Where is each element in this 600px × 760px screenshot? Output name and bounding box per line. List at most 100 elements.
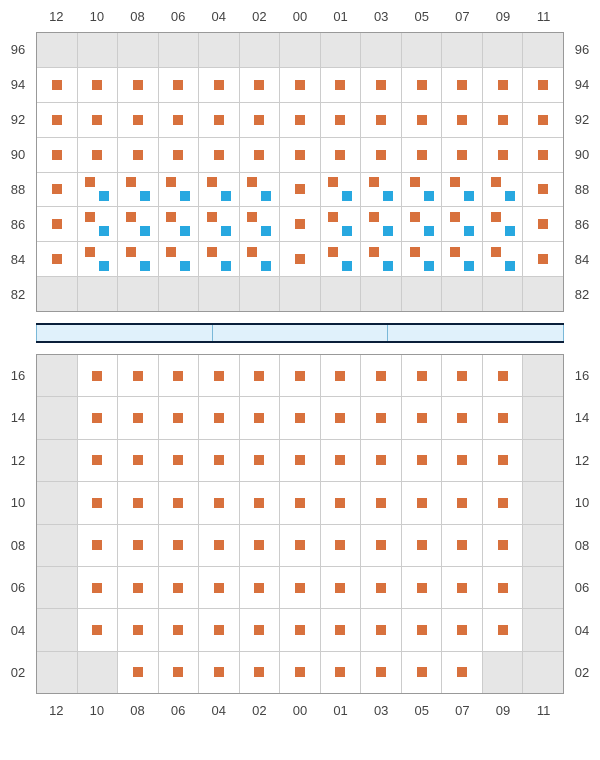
seat-marker-orange[interactable] — [376, 80, 386, 90]
seat-marker-orange[interactable] — [538, 254, 548, 264]
seat-marker-orange[interactable] — [295, 80, 305, 90]
seat-marker-orange[interactable] — [417, 80, 427, 90]
seat-marker-orange[interactable] — [491, 212, 501, 222]
seat-marker-orange[interactable] — [335, 80, 345, 90]
seat-marker-blue[interactable] — [342, 191, 352, 201]
seat-marker-orange[interactable] — [295, 115, 305, 125]
seat-marker-orange[interactable] — [247, 177, 257, 187]
seat-marker-orange[interactable] — [295, 371, 305, 381]
seat-marker-orange[interactable] — [173, 80, 183, 90]
seat-marker-orange[interactable] — [376, 413, 386, 423]
seat-marker-orange[interactable] — [457, 115, 467, 125]
seat-marker-orange[interactable] — [417, 625, 427, 635]
seat-marker-blue[interactable] — [140, 226, 150, 236]
seat-marker-orange[interactable] — [295, 184, 305, 194]
seat-marker-orange[interactable] — [92, 455, 102, 465]
seat-marker-orange[interactable] — [376, 115, 386, 125]
seat-marker-orange[interactable] — [538, 115, 548, 125]
seat-marker-blue[interactable] — [180, 191, 190, 201]
seat-marker-orange[interactable] — [417, 413, 427, 423]
seat-marker-orange[interactable] — [133, 583, 143, 593]
seat-marker-orange[interactable] — [369, 212, 379, 222]
seat-marker-orange[interactable] — [254, 80, 264, 90]
seat-marker-orange[interactable] — [457, 413, 467, 423]
seat-marker-orange[interactable] — [457, 455, 467, 465]
seat-marker-orange[interactable] — [173, 115, 183, 125]
seat-marker-orange[interactable] — [335, 667, 345, 677]
seat-marker-orange[interactable] — [410, 247, 420, 257]
seat-marker-orange[interactable] — [410, 177, 420, 187]
seat-marker-orange[interactable] — [498, 455, 508, 465]
seat-marker-orange[interactable] — [538, 219, 548, 229]
seat-marker-orange[interactable] — [498, 540, 508, 550]
seat-marker-orange[interactable] — [214, 413, 224, 423]
seat-marker-orange[interactable] — [335, 583, 345, 593]
seat-marker-orange[interactable] — [92, 498, 102, 508]
seat-marker-orange[interactable] — [417, 667, 427, 677]
seat-marker-blue[interactable] — [261, 261, 271, 271]
seat-marker-orange[interactable] — [498, 413, 508, 423]
seat-marker-orange[interactable] — [133, 498, 143, 508]
seat-marker-orange[interactable] — [214, 150, 224, 160]
seat-marker-blue[interactable] — [383, 226, 393, 236]
seat-marker-orange[interactable] — [376, 371, 386, 381]
seat-marker-orange[interactable] — [335, 455, 345, 465]
seat-marker-orange[interactable] — [173, 150, 183, 160]
seat-marker-orange[interactable] — [254, 455, 264, 465]
seat-marker-orange[interactable] — [126, 212, 136, 222]
seat-marker-orange[interactable] — [498, 150, 508, 160]
seat-marker-orange[interactable] — [538, 184, 548, 194]
seat-marker-orange[interactable] — [254, 667, 264, 677]
seat-marker-orange[interactable] — [498, 498, 508, 508]
seat-marker-orange[interactable] — [92, 583, 102, 593]
seat-marker-orange[interactable] — [295, 413, 305, 423]
seat-marker-blue[interactable] — [424, 191, 434, 201]
seat-marker-blue[interactable] — [221, 226, 231, 236]
seat-marker-orange[interactable] — [133, 455, 143, 465]
seat-marker-blue[interactable] — [424, 261, 434, 271]
seat-marker-blue[interactable] — [180, 261, 190, 271]
seat-marker-orange[interactable] — [254, 150, 264, 160]
seat-marker-orange[interactable] — [450, 177, 460, 187]
seat-marker-orange[interactable] — [376, 625, 386, 635]
seat-marker-orange[interactable] — [417, 498, 427, 508]
seat-marker-orange[interactable] — [52, 150, 62, 160]
seat-marker-orange[interactable] — [369, 247, 379, 257]
seat-marker-orange[interactable] — [254, 625, 264, 635]
seat-marker-orange[interactable] — [295, 540, 305, 550]
seat-marker-orange[interactable] — [295, 150, 305, 160]
seat-marker-orange[interactable] — [335, 540, 345, 550]
seat-marker-orange[interactable] — [457, 540, 467, 550]
seat-marker-orange[interactable] — [85, 177, 95, 187]
seat-marker-blue[interactable] — [261, 226, 271, 236]
seat-marker-orange[interactable] — [52, 184, 62, 194]
seat-marker-blue[interactable] — [180, 226, 190, 236]
seat-marker-blue[interactable] — [464, 226, 474, 236]
seat-marker-blue[interactable] — [383, 261, 393, 271]
seat-marker-orange[interactable] — [335, 371, 345, 381]
seat-marker-orange[interactable] — [538, 150, 548, 160]
seat-marker-orange[interactable] — [214, 625, 224, 635]
seat-marker-orange[interactable] — [92, 413, 102, 423]
seat-marker-blue[interactable] — [464, 191, 474, 201]
seat-marker-orange[interactable] — [166, 212, 176, 222]
seat-marker-orange[interactable] — [247, 247, 257, 257]
seat-marker-orange[interactable] — [133, 667, 143, 677]
seat-marker-orange[interactable] — [457, 583, 467, 593]
seat-marker-orange[interactable] — [52, 219, 62, 229]
seat-marker-orange[interactable] — [133, 371, 143, 381]
seat-marker-orange[interactable] — [417, 150, 427, 160]
seat-marker-orange[interactable] — [126, 177, 136, 187]
seat-marker-blue[interactable] — [221, 261, 231, 271]
seat-marker-orange[interactable] — [173, 583, 183, 593]
seat-marker-orange[interactable] — [133, 413, 143, 423]
seat-marker-orange[interactable] — [247, 212, 257, 222]
seat-marker-orange[interactable] — [173, 625, 183, 635]
seat-marker-orange[interactable] — [417, 371, 427, 381]
seat-marker-orange[interactable] — [173, 371, 183, 381]
seat-marker-orange[interactable] — [491, 177, 501, 187]
seat-marker-orange[interactable] — [295, 667, 305, 677]
seat-marker-orange[interactable] — [498, 583, 508, 593]
seat-marker-orange[interactable] — [410, 212, 420, 222]
seat-marker-orange[interactable] — [254, 498, 264, 508]
